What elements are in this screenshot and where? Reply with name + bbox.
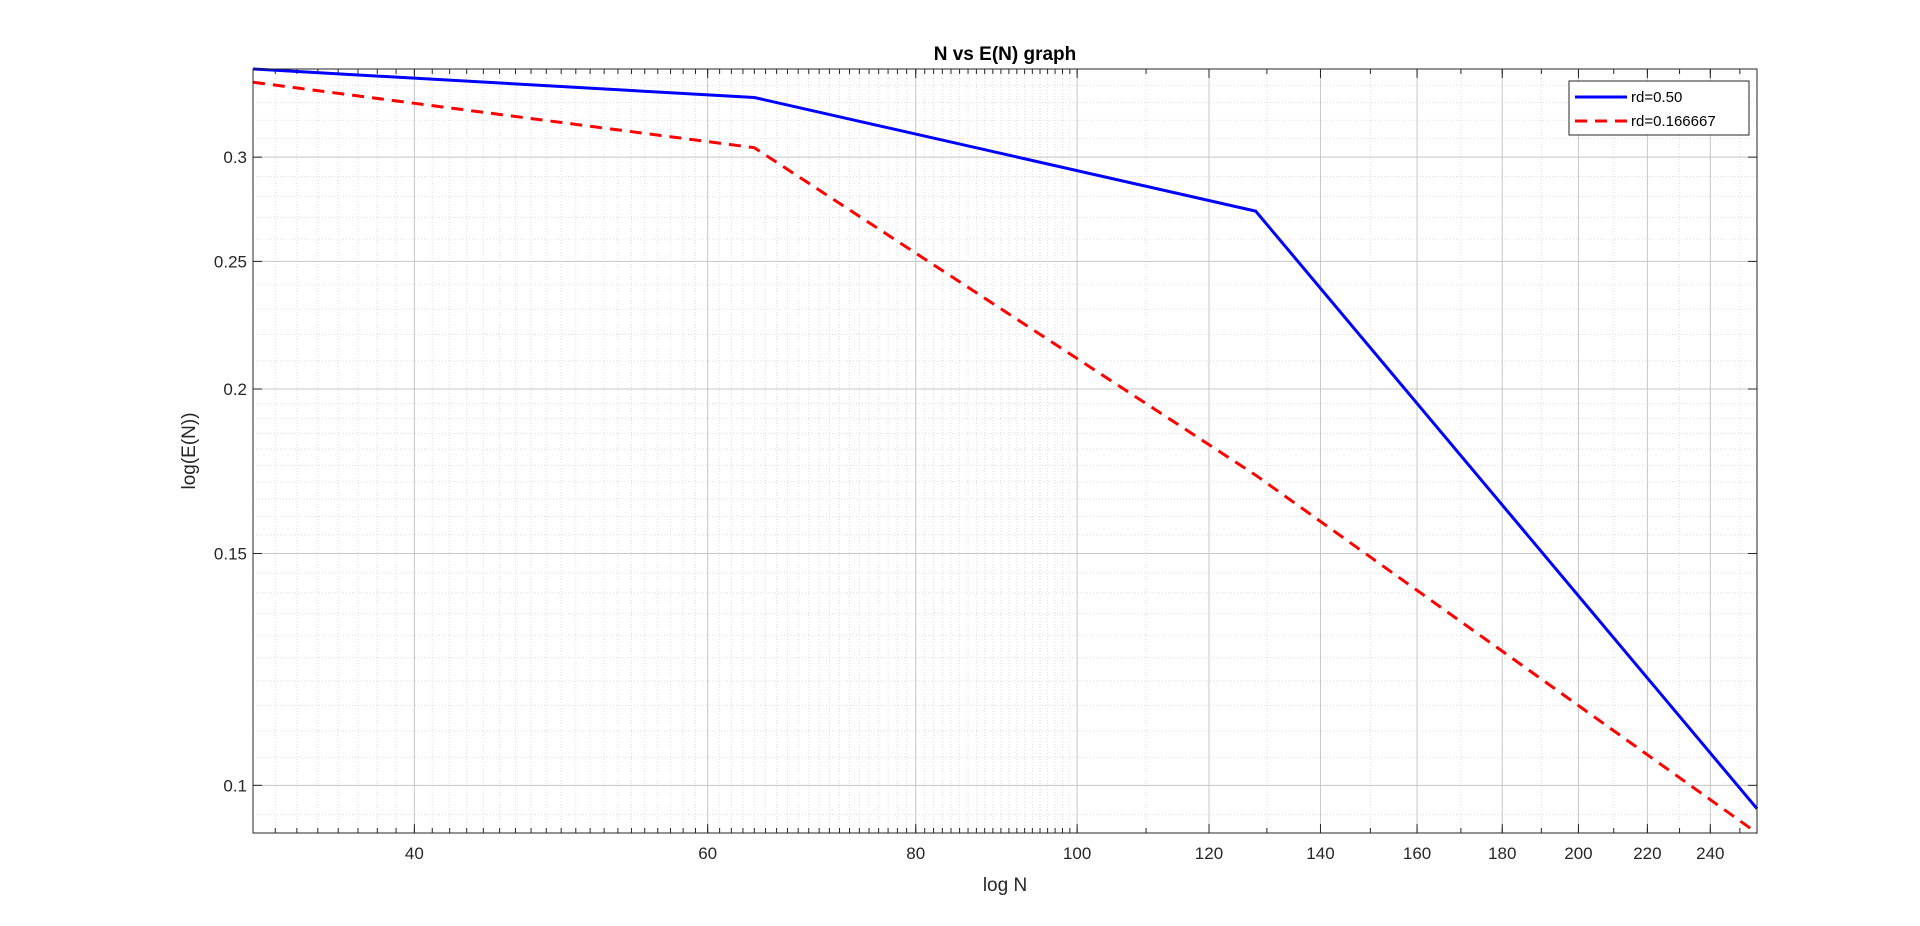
legend-box	[1568, 80, 1750, 136]
minor-grid	[253, 69, 1757, 833]
x-axis-label: log N	[983, 875, 1027, 896]
legend-label-1: rd=0.50	[1631, 89, 1682, 106]
x-tick-label: 60	[698, 844, 717, 863]
y-tick-labels: 0.1 0.15 0.2 0.25 0.3	[214, 148, 247, 795]
y-tick-label: 0.25	[214, 252, 247, 271]
series-layer	[252, 67, 1759, 835]
x-tick-labels: 40 60 80 100 120 140 160 180 200 220 240	[405, 844, 1725, 863]
x-tick-label: 100	[1063, 844, 1091, 863]
axis-ticks	[253, 69, 1757, 833]
y-axis-label: log(E(N))	[179, 412, 200, 489]
axes-box	[252, 68, 1758, 834]
y-tick-label: 0.15	[214, 544, 247, 563]
series-line-2	[252, 80, 1758, 835]
x-tick-label: 140	[1306, 844, 1334, 863]
chart-title: N vs E(N) graph	[934, 44, 1077, 65]
y-tick-label: 0.1	[223, 776, 247, 795]
x-tick-label: 180	[1488, 844, 1516, 863]
major-grid	[253, 69, 1757, 833]
y-tick-label: 0.2	[223, 380, 247, 399]
legend: rd=0.50 rd=0.166667	[1568, 80, 1750, 136]
x-tick-label: 200	[1564, 844, 1592, 863]
y-tick-label: 0.3	[223, 148, 247, 167]
legend-label-2: rd=0.166667	[1631, 113, 1716, 130]
x-tick-label: 120	[1195, 844, 1223, 863]
x-tick-label: 160	[1403, 844, 1431, 863]
x-tick-label: 220	[1633, 844, 1661, 863]
x-tick-label: 240	[1696, 844, 1724, 863]
x-tick-label: 40	[405, 844, 424, 863]
series-line-1	[252, 67, 1759, 810]
x-tick-label: 80	[906, 844, 925, 863]
